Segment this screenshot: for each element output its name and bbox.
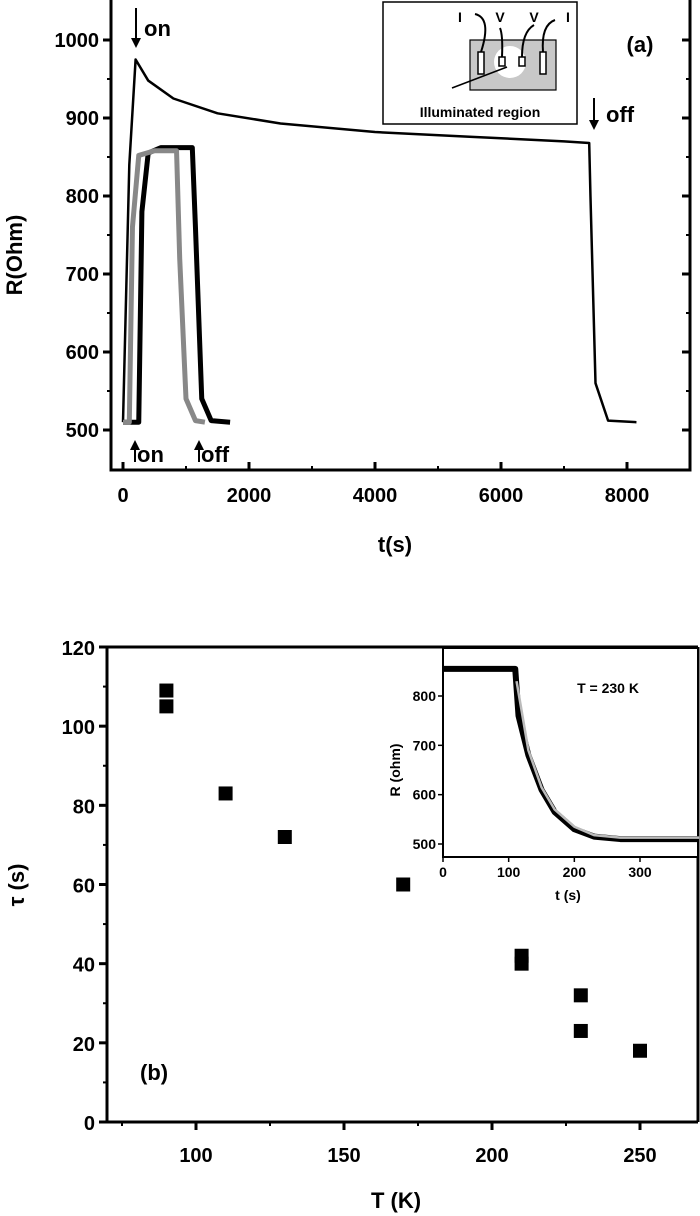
y-tick-label: 20 [73, 1034, 95, 1056]
arrow-icon [589, 120, 599, 130]
data-point [277, 830, 292, 844]
data-point [159, 699, 174, 714]
x-axis-label-a: t(s) [378, 532, 412, 557]
x-tick-label: 8000 [605, 485, 650, 507]
inset-y-tick-label: 700 [413, 737, 437, 753]
inset-y-tick-label: 500 [413, 836, 437, 852]
contact-label: I [566, 9, 570, 25]
data-point [218, 786, 233, 801]
series-line [123, 148, 206, 425]
sample-schematic-inset: I V V I Illuminated region [382, 1, 578, 125]
annotation-off-short: off [201, 442, 230, 467]
data-point [633, 1043, 647, 1058]
contact-label: V [495, 9, 505, 25]
panel-label-b: (b) [140, 1060, 168, 1085]
inset-x-tick-label: 200 [563, 864, 587, 880]
x-tick-label: 0 [117, 485, 128, 507]
x-tick-label: 2000 [227, 485, 272, 507]
arrow-icon [194, 440, 204, 450]
y-tick-label: 40 [73, 955, 95, 977]
y-tick-label: 80 [73, 796, 95, 818]
inset-x-tick-label: 0 [439, 864, 447, 880]
y-tick-label: 900 [66, 108, 99, 130]
inset-x-axis-label: t (s) [555, 887, 581, 903]
series-line [121, 58, 637, 424]
chart-b: 0 20 40 60 80 100 120 100 150 200 250 T (K) τ (s) (b)… [4, 638, 700, 1213]
x-tick-label: 100 [179, 1145, 212, 1167]
series-line [123, 145, 231, 425]
x-tick-label: 250 [623, 1145, 656, 1167]
panel-label-a: (a) [627, 32, 654, 57]
y-axis-label-b: τ (s) [4, 864, 29, 907]
y-tick-label: 800 [66, 186, 99, 208]
x-tick-label: 4000 [353, 485, 398, 507]
inset-x-tick-label: 100 [497, 864, 521, 880]
inset-y-tick-label: 800 [413, 688, 437, 704]
y-tick-label: 0 [84, 1113, 95, 1135]
data-point [514, 956, 529, 971]
y-tick-label: 500 [66, 420, 99, 442]
data-point [396, 877, 411, 892]
inset-y-tick-label: 600 [413, 787, 437, 803]
inset-data-line [443, 665, 700, 843]
inset-y-axis-label: R (ohm) [387, 744, 403, 797]
chart-a: 500 600 700 800 900 1000 0 2000 4000 6000 8000 t(s)… [2, 0, 692, 557]
arrow-icon [130, 440, 140, 450]
annotation-off: off [606, 102, 635, 127]
data-point [573, 1023, 588, 1038]
x-tick-label: 6000 [479, 485, 524, 507]
y-tick-label: 1000 [55, 30, 100, 52]
contact-label: V [529, 9, 539, 25]
y-tick-label: 700 [66, 264, 99, 286]
inset-fit-line [515, 680, 700, 839]
contact-label: I [458, 9, 462, 25]
arrow-icon [131, 38, 141, 48]
decay-inset: 500 600 700 800 0 100 200 300 t (s) R (ohm) T = 23… [387, 647, 700, 903]
y-axis-label-a: R(Ohm) [2, 215, 27, 296]
x-axis-label-b: T (K) [371, 1188, 421, 1213]
data-point [573, 988, 588, 1003]
y-tick-label: 60 [73, 876, 95, 898]
data-point [159, 683, 174, 698]
inset-title: T = 230 K [577, 680, 639, 696]
y-tick-label: 100 [62, 717, 95, 739]
y-tick-label: 600 [66, 342, 99, 364]
x-tick-label: 200 [475, 1145, 508, 1167]
annotation-on: on [144, 16, 171, 41]
illuminated-region-label: Illuminated region [420, 104, 541, 120]
inset-x-tick-label: 300 [628, 864, 652, 880]
x-tick-label: 150 [327, 1145, 360, 1167]
y-tick-label: 120 [62, 638, 95, 660]
annotation-on-short: on [137, 442, 164, 467]
